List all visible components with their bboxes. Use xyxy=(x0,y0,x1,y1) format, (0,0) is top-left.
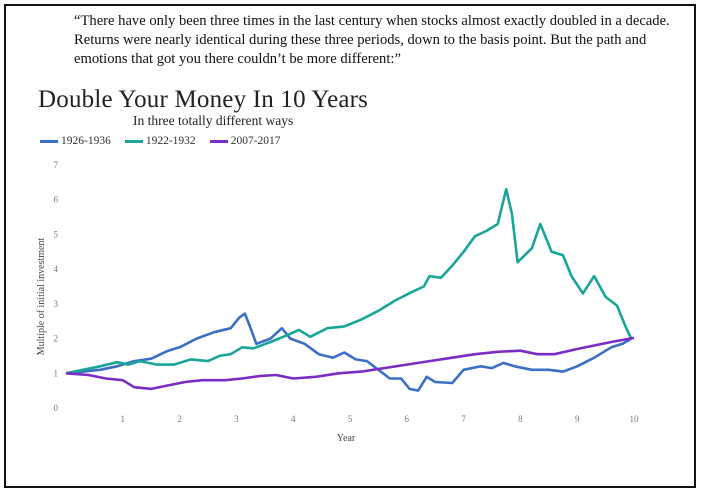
y-tick-label: 6 xyxy=(54,195,59,205)
y-tick-label: 3 xyxy=(54,299,59,309)
y-tick-label: 7 xyxy=(54,160,59,170)
legend-swatch xyxy=(40,139,58,143)
x-tick-label: 9 xyxy=(575,414,580,424)
series-line-1926-1936 xyxy=(65,312,632,392)
legend-item-2007-2017: 2007-2017 xyxy=(209,135,281,147)
x-tick-label: 7 xyxy=(461,414,466,424)
x-tick-label: 4 xyxy=(291,414,296,424)
chart-legend: 1926-1936 1922-1932 2007-2017 xyxy=(40,135,281,147)
legend-swatch xyxy=(124,139,143,143)
legend-swatch xyxy=(209,139,228,143)
y-tick-label: 4 xyxy=(54,264,59,274)
y-tick-label: 5 xyxy=(54,229,59,239)
y-axis-ticks: 0 1 2 3 4 5 6 7 xyxy=(54,160,59,413)
legend-label: 1926-1936 xyxy=(61,135,111,147)
x-tick-label: 6 xyxy=(405,414,410,424)
y-tick-label: 2 xyxy=(54,334,59,344)
chart-subtitle: In three totally different ways xyxy=(133,113,294,128)
x-tick-label: 10 xyxy=(630,414,640,424)
x-tick-label: 5 xyxy=(348,414,353,424)
x-axis-label: Year xyxy=(337,433,356,444)
quote-text: “There have only been three times in the… xyxy=(74,13,670,67)
x-tick-label: 3 xyxy=(234,414,239,424)
y-tick-label: 0 xyxy=(54,403,59,413)
figure-frame xyxy=(4,4,696,488)
series-lines xyxy=(65,188,635,392)
legend-label: 2007-2017 xyxy=(230,135,281,147)
series-line-2007-2017 xyxy=(65,336,635,391)
x-tick-label: 8 xyxy=(518,414,523,424)
series-line-1922-1932 xyxy=(65,188,633,375)
x-tick-label: 2 xyxy=(177,414,182,424)
legend-item-1926-1936: 1926-1936 xyxy=(40,135,111,147)
y-tick-label: 1 xyxy=(54,368,59,378)
x-axis-ticks: 1 2 3 4 5 6 7 8 9 10 xyxy=(121,414,639,424)
chart-title: Double Your Money In 10 Years xyxy=(38,86,369,113)
y-axis-label: Multiple of initial investment xyxy=(36,238,47,356)
legend-label: 1922-1932 xyxy=(145,135,196,147)
x-tick-label: 1 xyxy=(121,414,126,424)
legend-item-1922-1932: 1922-1932 xyxy=(124,135,196,147)
